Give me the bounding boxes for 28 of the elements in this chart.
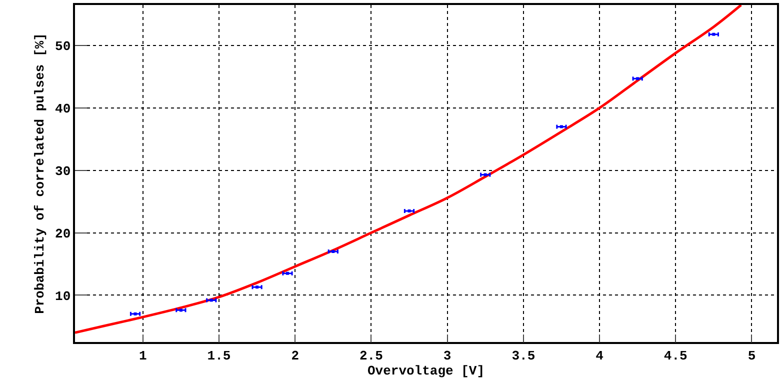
line-series <box>75 5 742 334</box>
y-tick-label: 10 <box>55 288 71 304</box>
x-axis-title: Overvoltage [V] <box>367 363 485 378</box>
x-tick-label: 2.5 <box>359 348 384 364</box>
y-tick-label: 50 <box>55 39 71 54</box>
x-tick-label: 1 <box>138 348 147 364</box>
point <box>560 125 563 128</box>
y-axis-title: Probability of correlated pulses [%] <box>32 33 48 314</box>
point <box>210 298 213 302</box>
point <box>286 272 289 275</box>
point <box>712 32 716 36</box>
y-tick-label: 40 <box>55 102 71 117</box>
y-tick-label: 20 <box>55 226 71 242</box>
x-tick-label: 5 <box>748 348 756 364</box>
x-tick-label: 1.5 <box>207 348 231 364</box>
x-tick-label: 4.5 <box>664 348 688 364</box>
x-tick-label: 4 <box>596 348 604 364</box>
point <box>179 308 182 312</box>
x-tick-label: 3.5 <box>512 348 536 364</box>
point <box>636 77 640 80</box>
point <box>484 173 487 176</box>
point <box>134 312 137 316</box>
x-tick-label: 2 <box>291 348 300 364</box>
y-tick-label: 30 <box>55 164 71 179</box>
point <box>332 250 335 254</box>
point <box>408 209 411 212</box>
point <box>256 286 259 289</box>
x-tick-label: 3 <box>443 348 452 364</box>
